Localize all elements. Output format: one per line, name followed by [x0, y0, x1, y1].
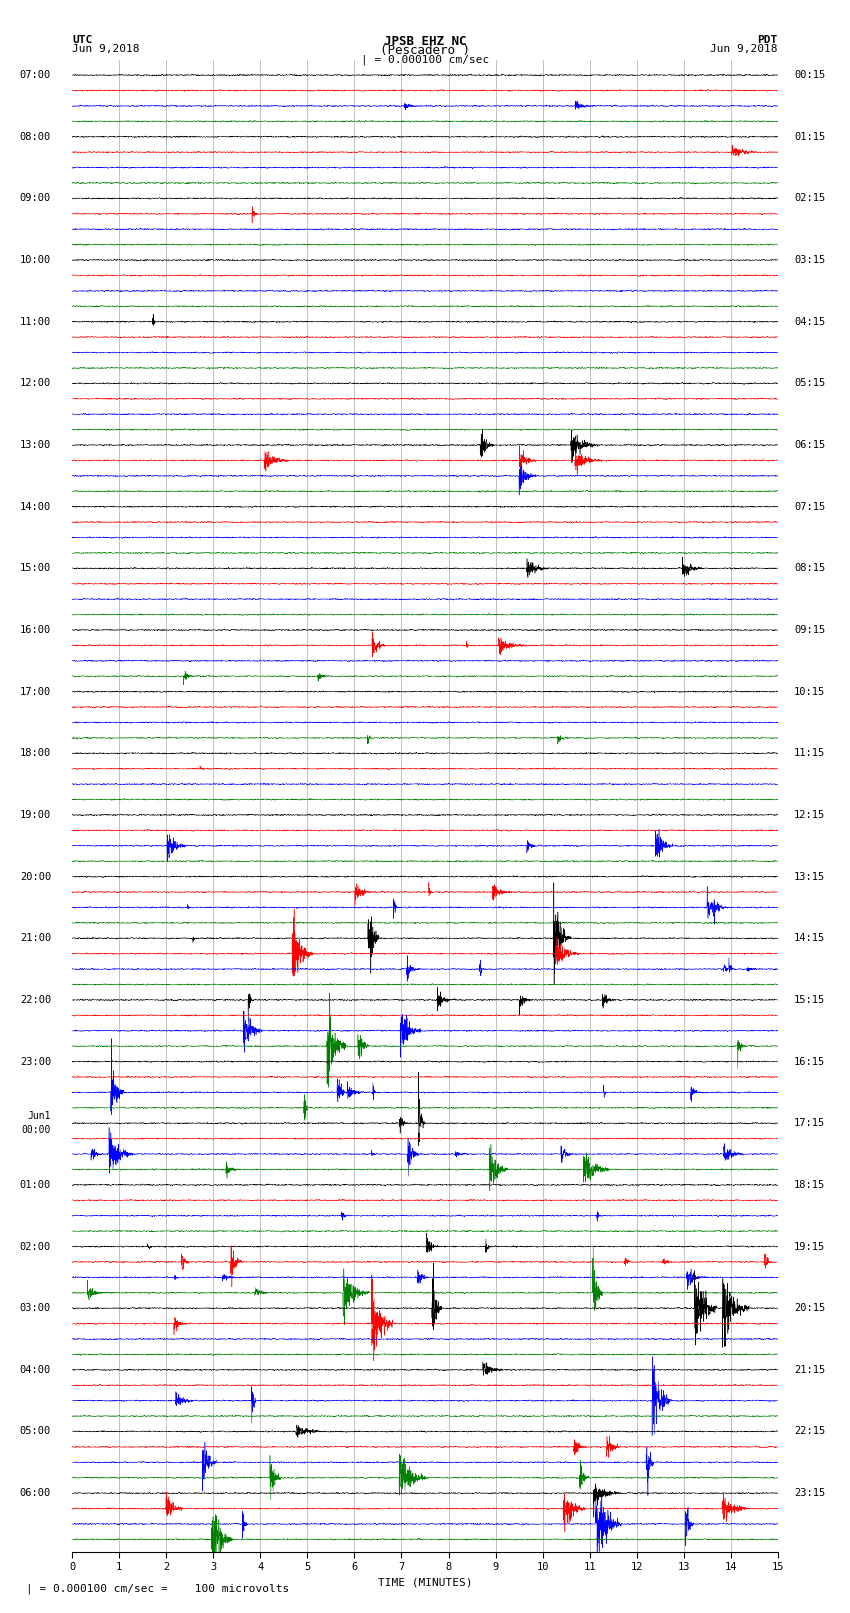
Text: 07:15: 07:15	[794, 502, 825, 511]
Text: 14:00: 14:00	[20, 502, 51, 511]
Text: 19:00: 19:00	[20, 810, 51, 819]
Text: | = 0.000100 cm/sec =    100 microvolts: | = 0.000100 cm/sec = 100 microvolts	[26, 1582, 289, 1594]
Text: | = 0.000100 cm/sec: | = 0.000100 cm/sec	[361, 53, 489, 65]
Text: 02:00: 02:00	[20, 1242, 51, 1252]
Text: 06:15: 06:15	[794, 440, 825, 450]
Text: 00:15: 00:15	[794, 69, 825, 81]
Text: 06:00: 06:00	[20, 1489, 51, 1498]
Text: 11:00: 11:00	[20, 316, 51, 327]
Text: 00:00: 00:00	[22, 1126, 51, 1136]
Text: 22:00: 22:00	[20, 995, 51, 1005]
Text: 23:00: 23:00	[20, 1057, 51, 1066]
Text: 16:00: 16:00	[20, 624, 51, 636]
Text: 19:15: 19:15	[794, 1242, 825, 1252]
Text: 09:15: 09:15	[794, 624, 825, 636]
Text: 15:00: 15:00	[20, 563, 51, 573]
Text: PDT: PDT	[757, 35, 778, 45]
Text: 21:15: 21:15	[794, 1365, 825, 1374]
Text: 18:00: 18:00	[20, 748, 51, 758]
Text: 13:15: 13:15	[794, 871, 825, 882]
Text: 11:15: 11:15	[794, 748, 825, 758]
Text: 03:15: 03:15	[794, 255, 825, 265]
Text: Jun 9,2018: Jun 9,2018	[711, 44, 778, 55]
Text: 21:00: 21:00	[20, 934, 51, 944]
Text: 23:15: 23:15	[794, 1489, 825, 1498]
X-axis label: TIME (MINUTES): TIME (MINUTES)	[377, 1578, 473, 1587]
Text: 01:00: 01:00	[20, 1179, 51, 1190]
Text: 10:00: 10:00	[20, 255, 51, 265]
Text: 12:00: 12:00	[20, 379, 51, 389]
Text: 09:00: 09:00	[20, 194, 51, 203]
Text: 08:15: 08:15	[794, 563, 825, 573]
Text: 04:15: 04:15	[794, 316, 825, 327]
Text: 08:00: 08:00	[20, 132, 51, 142]
Text: 01:15: 01:15	[794, 132, 825, 142]
Text: Jun1: Jun1	[27, 1111, 51, 1121]
Text: 15:15: 15:15	[794, 995, 825, 1005]
Text: 20:00: 20:00	[20, 871, 51, 882]
Text: 07:00: 07:00	[20, 69, 51, 81]
Text: 13:00: 13:00	[20, 440, 51, 450]
Text: Jun 9,2018: Jun 9,2018	[72, 44, 139, 55]
Text: 05:15: 05:15	[794, 379, 825, 389]
Text: 05:00: 05:00	[20, 1426, 51, 1437]
Text: 10:15: 10:15	[794, 687, 825, 697]
Text: 03:00: 03:00	[20, 1303, 51, 1313]
Text: 22:15: 22:15	[794, 1426, 825, 1437]
Text: 14:15: 14:15	[794, 934, 825, 944]
Text: 04:00: 04:00	[20, 1365, 51, 1374]
Text: UTC: UTC	[72, 35, 93, 45]
Text: (Pescadero ): (Pescadero )	[380, 44, 470, 58]
Text: 18:15: 18:15	[794, 1179, 825, 1190]
Text: 20:15: 20:15	[794, 1303, 825, 1313]
Text: 02:15: 02:15	[794, 194, 825, 203]
Text: 12:15: 12:15	[794, 810, 825, 819]
Text: 16:15: 16:15	[794, 1057, 825, 1066]
Text: 17:00: 17:00	[20, 687, 51, 697]
Text: JPSB EHZ NC: JPSB EHZ NC	[383, 35, 467, 48]
Text: 17:15: 17:15	[794, 1118, 825, 1127]
